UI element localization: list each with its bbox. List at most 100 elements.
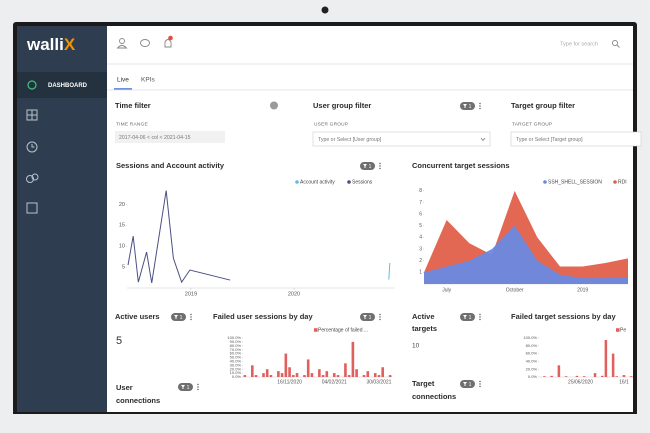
y-tick-label: 60.0% xyxy=(230,351,242,356)
nav-active[interactable] xyxy=(17,72,107,98)
bar xyxy=(303,375,306,377)
bar xyxy=(269,375,273,377)
filter-badge xyxy=(460,313,475,321)
chart-title: Sessions and Account activity xyxy=(116,161,225,170)
bar xyxy=(262,373,265,377)
user-group-select[interactable] xyxy=(312,131,491,147)
badge-count: 1 xyxy=(469,382,472,388)
search-input[interactable]: Type for search xyxy=(560,41,598,47)
chat-icon[interactable] xyxy=(140,39,150,47)
stat-title: connections xyxy=(412,392,456,401)
user-icon[interactable] xyxy=(119,38,125,44)
dashboard-icon xyxy=(27,80,37,90)
series-line xyxy=(127,190,231,284)
y-tick-label: 20.0% xyxy=(526,366,538,371)
x-tick-label: 04/02/2021 xyxy=(322,379,347,385)
x-tick-label: October xyxy=(506,287,524,293)
filter-icon[interactable] xyxy=(270,101,278,110)
filter-badge xyxy=(460,102,475,110)
y-tick-label: 50.0% xyxy=(230,355,242,360)
x-tick-label: 30/03/2021 xyxy=(366,379,391,385)
y-tick-label: 3 xyxy=(419,246,422,252)
filter-label: USER GROUP xyxy=(314,121,348,127)
chart-title: Concurrent target sessions xyxy=(412,161,510,170)
chart-title: Failed target sessions by day xyxy=(511,312,616,321)
stat-title: Active users xyxy=(115,312,160,321)
target-group-select[interactable] xyxy=(510,131,642,147)
menu-dots xyxy=(190,313,192,316)
menu-dots xyxy=(479,107,481,110)
series-line xyxy=(388,262,391,280)
nav-icon-clock-hands xyxy=(31,144,35,148)
tab-kpis[interactable]: KPIs xyxy=(141,77,155,84)
nav-icon-link[interactable] xyxy=(26,175,34,183)
bar xyxy=(310,373,314,377)
filter-title: Target group filter xyxy=(511,101,575,110)
y-tick-label: 70.0% xyxy=(230,347,242,352)
bar xyxy=(280,373,284,377)
y-tick-label: 5 xyxy=(419,223,422,229)
bar xyxy=(582,376,586,377)
stat-title: Target xyxy=(412,379,435,388)
bar xyxy=(611,353,615,377)
bezel-bottom xyxy=(13,412,637,414)
select-placeholder: Type or Select [User group] xyxy=(318,137,382,143)
y-tick-label: 1 xyxy=(419,270,422,276)
bar xyxy=(629,376,633,377)
filter-title: Time filter xyxy=(115,101,151,110)
stat-value: 5 xyxy=(116,335,122,347)
logo-text: walli xyxy=(26,35,64,54)
bar xyxy=(564,376,568,377)
menu-dots xyxy=(479,380,481,383)
time-range-input[interactable] xyxy=(115,131,225,143)
filter-title: User group filter xyxy=(313,101,371,110)
tab-live[interactable]: Live xyxy=(117,77,129,84)
menu-dots xyxy=(190,316,192,318)
nav-icon-clock[interactable] xyxy=(26,141,38,153)
filter-label: TARGET GROUP xyxy=(512,121,552,127)
logo-accent: X xyxy=(64,35,76,54)
legend-label: Pe xyxy=(620,328,626,334)
y-tick-label: 80.0% xyxy=(230,343,242,348)
bar xyxy=(615,376,618,377)
x-tick-label: 25/06/2020 xyxy=(568,379,593,385)
x-tick-label: 16/1 xyxy=(619,379,629,385)
bar xyxy=(321,375,325,377)
y-tick-label: 10 xyxy=(119,244,125,250)
menu-dots xyxy=(379,318,381,321)
menu-dots xyxy=(197,388,199,391)
nav-dashboard[interactable]: DASHBOARD xyxy=(48,83,88,89)
menu-dots xyxy=(479,102,481,105)
filter-label: TIME RANGE xyxy=(116,121,148,127)
bar xyxy=(388,375,392,377)
badge-funnel xyxy=(181,385,185,389)
y-tick-label: 100.0% xyxy=(227,335,241,340)
bar xyxy=(288,367,291,377)
badge-funnel xyxy=(363,315,367,319)
menu-dots xyxy=(379,313,381,316)
camera xyxy=(321,6,329,14)
badge-count: 1 xyxy=(469,315,472,321)
legend-swatch xyxy=(613,180,617,184)
legend-swatch xyxy=(543,180,547,184)
filter-badge xyxy=(171,313,186,321)
notification-dot xyxy=(168,35,173,41)
y-tick-label: 5 xyxy=(122,265,125,271)
legend-label: Sessions xyxy=(352,180,373,186)
legend-swatch xyxy=(347,180,351,184)
nav-icon-report[interactable] xyxy=(26,202,38,214)
logo: walliX xyxy=(26,35,76,54)
bell-icon[interactable] xyxy=(164,39,172,48)
y-tick-label: 100.0% xyxy=(523,335,537,340)
menu-dots xyxy=(379,167,381,170)
y-tick-label: 80.0% xyxy=(526,343,538,348)
menu-dots xyxy=(379,316,381,318)
bar xyxy=(601,375,604,377)
y-tick-label: 40.0% xyxy=(230,358,242,363)
search-icon[interactable] xyxy=(611,39,619,47)
menu-dots xyxy=(479,313,481,316)
bar xyxy=(543,376,546,377)
bar xyxy=(291,375,295,377)
stat-title: targets xyxy=(412,324,437,333)
